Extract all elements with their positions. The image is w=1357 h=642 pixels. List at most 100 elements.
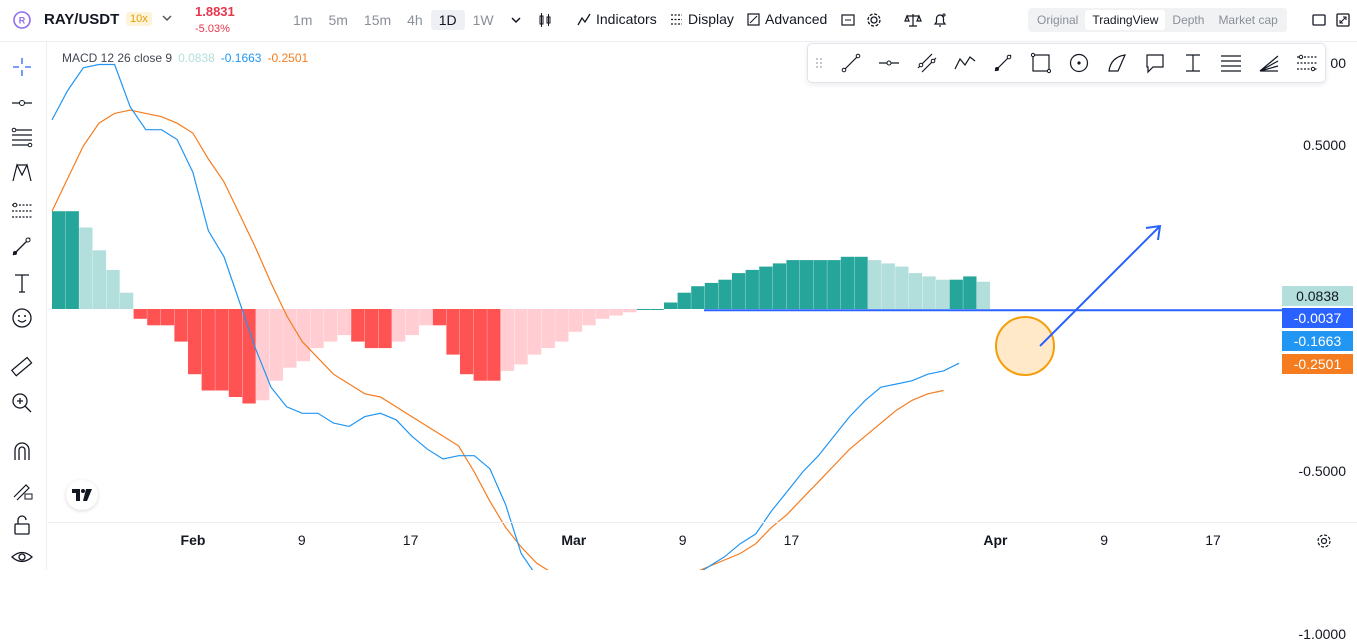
histogram-bar <box>664 302 678 309</box>
view-switcher: Original TradingView Depth Market cap <box>1028 8 1287 32</box>
last-price: 1.8831 <box>195 4 235 19</box>
parallel-channel-tool-icon[interactable] <box>916 52 938 74</box>
view-depth[interactable]: Depth <box>1172 13 1205 27</box>
histogram-bar <box>460 309 474 375</box>
chevron-down-icon[interactable] <box>161 12 173 24</box>
emoji-tool-icon[interactable] <box>10 306 34 330</box>
fib-tool-icon[interactable] <box>10 125 34 149</box>
interval-4h[interactable]: 4h <box>407 12 423 28</box>
drag-handle-icon[interactable] <box>814 52 824 74</box>
interval-1m[interactable]: 1m <box>293 12 313 28</box>
crosshair-icon[interactable] <box>10 55 34 79</box>
fib-retracement-tool-icon[interactable] <box>1220 52 1242 74</box>
rectangle-tool-icon[interactable] <box>1030 52 1052 74</box>
histogram-bar <box>324 309 338 342</box>
unlock-icon[interactable] <box>10 513 34 537</box>
histogram-bar <box>881 263 895 309</box>
fullscreen-icon[interactable] <box>1335 12 1351 28</box>
path-tool-icon[interactable] <box>954 52 976 74</box>
candle-type-icon[interactable] <box>537 12 553 28</box>
indicators-button[interactable]: Indicators <box>577 11 657 27</box>
y-tick-partial: 00 <box>1330 55 1346 71</box>
legend-histogram-value: 0.0838 <box>178 51 215 65</box>
x-tick-label: 9 <box>297 532 306 548</box>
histogram-bar <box>759 266 773 309</box>
ray-coin-icon: R <box>13 11 31 29</box>
histogram-bar <box>446 309 460 355</box>
magnet-icon[interactable] <box>10 440 34 464</box>
ruler-tool-icon[interactable] <box>10 355 34 379</box>
interval-5m[interactable]: 5m <box>328 12 348 28</box>
circle-tool-icon[interactable] <box>1068 52 1090 74</box>
x-tick-label: Apr <box>983 532 1008 548</box>
x-tick-label: 9 <box>1100 532 1109 548</box>
pair-symbol[interactable]: RAY/USDT <box>44 11 120 28</box>
interval-1d[interactable]: 1D <box>430 10 465 30</box>
zoom-in-icon[interactable] <box>10 391 34 415</box>
histogram-bar <box>732 273 746 309</box>
display-button[interactable]: Display <box>669 11 734 27</box>
view-market-cap[interactable]: Market cap <box>1218 13 1278 27</box>
text-anchor-tool-icon[interactable] <box>1182 52 1204 74</box>
pattern-tool-icon[interactable] <box>10 161 34 185</box>
projection-tool-icon[interactable] <box>10 199 34 223</box>
y-tick-label: -0.5000 <box>1298 463 1346 479</box>
signal-line <box>51 109 944 570</box>
axis-settings-icon[interactable] <box>1316 533 1332 549</box>
histogram-bar <box>337 309 351 336</box>
settings-gear-icon[interactable] <box>866 12 882 28</box>
tradingview-logo[interactable] <box>66 480 98 510</box>
histogram-bar <box>364 309 379 349</box>
signal-value-label: -0.2501 <box>1282 354 1353 374</box>
highlight-circle[interactable] <box>995 316 1055 376</box>
interval-selector: 1m 5m 15m 4h 1D 1W <box>285 10 502 30</box>
histogram-bar <box>813 260 827 309</box>
histogram-bar <box>636 309 651 310</box>
alert-bell-icon[interactable] <box>932 12 948 28</box>
x-tick-label: Feb <box>180 532 206 548</box>
interval-15m[interactable]: 15m <box>363 12 392 28</box>
view-tradingview[interactable]: TradingView <box>1085 10 1166 30</box>
x-tick-label: 17 <box>1205 532 1221 548</box>
macd-chart[interactable] <box>0 0 1357 570</box>
callout-tool-icon[interactable] <box>1144 52 1166 74</box>
compare-scale-icon[interactable] <box>904 12 922 28</box>
histogram-bar <box>840 256 855 309</box>
ray-arrow-tool-icon[interactable] <box>992 52 1014 74</box>
histogram-bar <box>487 309 501 381</box>
advanced-button[interactable]: Advanced <box>746 11 827 27</box>
text-tool-icon[interactable] <box>10 271 34 295</box>
leverage-badge: 10x <box>126 12 152 26</box>
view-original[interactable]: Original <box>1037 13 1079 27</box>
lock-draw-icon[interactable] <box>10 477 34 501</box>
eye-visibility-icon[interactable] <box>10 545 34 569</box>
histogram-bar <box>582 309 596 326</box>
curve-tool-icon[interactable] <box>1106 52 1128 74</box>
interval-1w[interactable]: 1W <box>472 12 494 28</box>
histogram-bar <box>949 279 963 309</box>
brush-tool-icon[interactable] <box>10 234 34 258</box>
window-icon[interactable] <box>1311 12 1327 28</box>
histogram-bar <box>174 309 188 342</box>
fib-channel-tool-icon[interactable] <box>1296 52 1318 74</box>
trend-line-tool-icon[interactable] <box>840 52 862 74</box>
horizontal-ray-tool-icon[interactable] <box>878 52 900 74</box>
trend-arrow[interactable] <box>1039 224 1162 347</box>
legend-macd-value: -0.1663 <box>220 51 262 65</box>
template-icon[interactable] <box>840 12 856 28</box>
macd-value-label: -0.1663 <box>1282 331 1353 351</box>
indicator-legend: MACD 12 26 close 9 0.0838 -0.1663 -0.250… <box>62 51 308 65</box>
horizontal-line-tool-icon[interactable] <box>10 91 34 115</box>
histogram-bar <box>473 309 487 381</box>
histogram-bar <box>160 309 175 326</box>
histogram-bar <box>908 273 923 309</box>
x-tick-label: 9 <box>678 532 687 548</box>
histogram-bar <box>568 309 583 332</box>
fib-fan-tool-icon[interactable] <box>1258 52 1280 74</box>
interval-more-chevron-icon[interactable] <box>510 14 522 26</box>
histogram-bar <box>895 266 909 309</box>
current-line-value-label: -0.0037 <box>1282 308 1353 328</box>
indicator-name[interactable]: MACD 12 26 close 9 <box>62 51 173 65</box>
histogram-bar <box>936 279 950 309</box>
histogram-bar <box>419 309 433 326</box>
